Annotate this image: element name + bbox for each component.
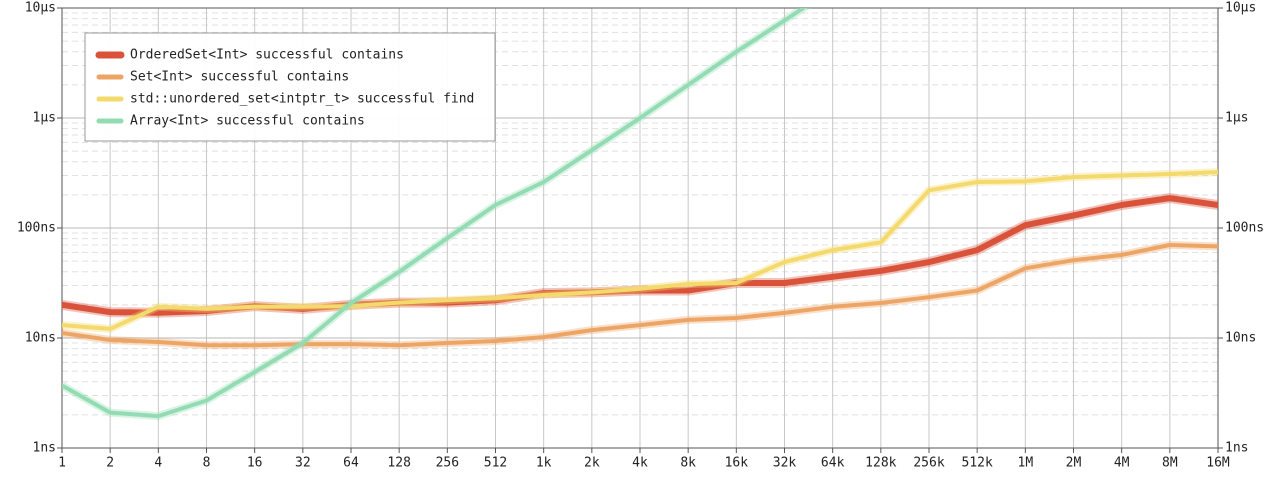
series-line xyxy=(62,8,808,419)
x-tick-label: 16k xyxy=(725,456,749,471)
x-tick-label: 256 xyxy=(436,456,459,471)
legend-label: std::unordered_set<intptr_t> successful … xyxy=(130,92,474,107)
x-tick-label: 8k xyxy=(680,456,696,471)
y2-tick-label: 100ns xyxy=(1225,221,1264,236)
x-tick-label: 512k xyxy=(962,456,993,471)
y2-tick-label: 1µs xyxy=(1225,111,1248,126)
x-tick-label: 64 xyxy=(343,456,359,471)
plot-area xyxy=(62,8,1218,421)
series-line xyxy=(62,243,1218,348)
legend-label: Array<Int> successful contains xyxy=(130,114,365,129)
x-tick-label: 4k xyxy=(632,456,648,471)
series-line xyxy=(62,170,1218,331)
x-tick-label: 2k xyxy=(584,456,600,471)
x-tick-label: 2 xyxy=(106,456,114,471)
x-tick-label: 128 xyxy=(387,456,410,471)
y-tick-label: 1ns xyxy=(33,441,56,456)
x-tick-label: 2M xyxy=(1066,456,1082,471)
y2-tick-label: 1ns xyxy=(1225,441,1248,456)
x-tick-label: 1M xyxy=(1018,456,1034,471)
x-tick-label: 1k xyxy=(536,456,552,471)
legend-box xyxy=(84,32,496,142)
x-tick-label: 128k xyxy=(865,456,896,471)
y2-tick-label: 10µs xyxy=(1225,1,1256,16)
x-tick-label: 4M xyxy=(1114,456,1130,471)
x-tick-label: 4 xyxy=(154,456,162,471)
x-tick-label: 16 xyxy=(247,456,263,471)
legend-label: Set<Int> successful contains xyxy=(130,70,349,85)
x-tick-label: 8M xyxy=(1162,456,1178,471)
y2-tick-label: 10ns xyxy=(1225,331,1256,346)
x-tick-label: 16M xyxy=(1206,456,1230,471)
y-tick-label: 1µs xyxy=(33,111,56,126)
x-tick-label: 8 xyxy=(203,456,211,471)
x-tick-label: 256k xyxy=(913,456,944,471)
x-tick-label: 32k xyxy=(773,456,797,471)
y-tick-label: 10ns xyxy=(25,331,56,346)
y-tick-label: 10µs xyxy=(25,1,56,16)
x-tick-label: 1 xyxy=(58,456,66,471)
y-tick-label: 100ns xyxy=(17,221,56,236)
x-tick-label: 512 xyxy=(484,456,507,471)
x-tick-label: 32 xyxy=(295,456,311,471)
legend-label: OrderedSet<Int> successful contains xyxy=(130,48,404,63)
x-tick-label: 64k xyxy=(821,456,845,471)
plot-frame xyxy=(61,7,1219,449)
